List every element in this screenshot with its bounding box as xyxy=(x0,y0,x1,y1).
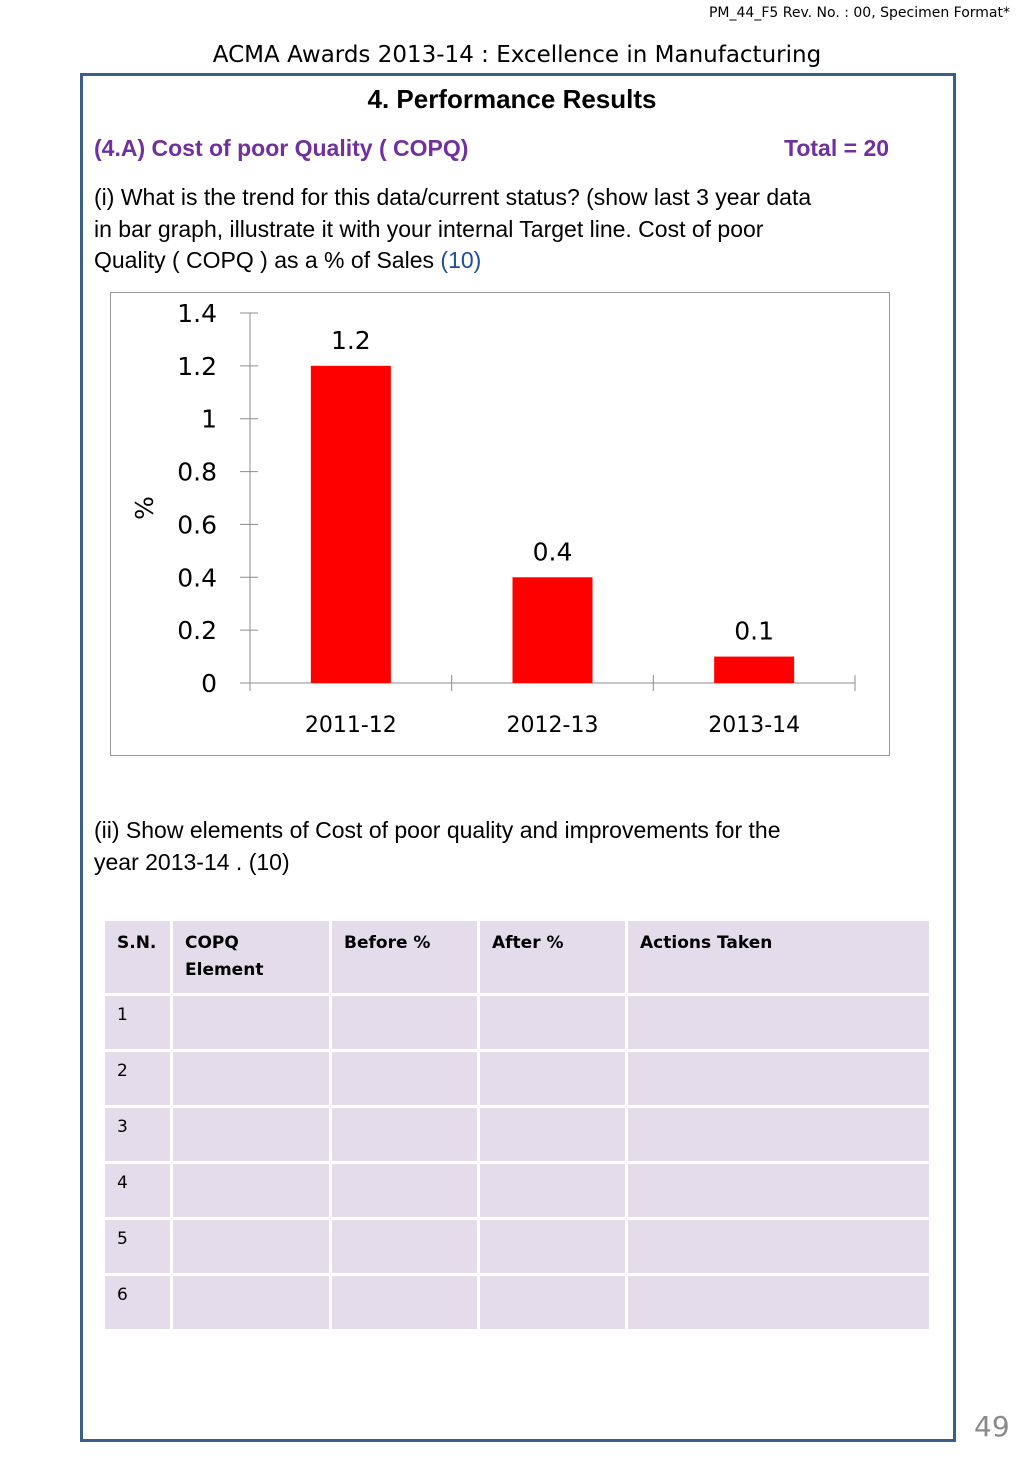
y-tick-label: 0.2 xyxy=(177,616,217,645)
award-title: ACMA Awards 2013-14 : Excellence in Manu… xyxy=(212,42,822,68)
cell-copq-element[interactable] xyxy=(170,1105,332,1164)
table-header-row: S.N. COPQ Element Before % After % Actio… xyxy=(102,918,932,996)
question-2: (ii) Show elements of Cost of poor quali… xyxy=(94,815,781,878)
header-after: After % xyxy=(477,918,628,996)
bar xyxy=(714,656,795,683)
cell-sn: 2 xyxy=(102,1049,173,1108)
table-row: 3 xyxy=(102,1105,932,1164)
page-frame xyxy=(80,73,956,1442)
copq-bar-chart: 0 0.2 0.4 0.6 0.8 1 1.2 1.4% 1.2 2011-12 0.4 2012-1… xyxy=(110,292,890,756)
bar xyxy=(310,365,391,683)
y-tick-label: 0.4 xyxy=(177,563,217,592)
y-tick-label: 1.2 xyxy=(177,352,217,381)
question-1: (i) What is the trend for this data/curr… xyxy=(94,182,811,277)
table-row: 5 xyxy=(102,1217,932,1276)
y-axis-title: % xyxy=(130,496,159,520)
page-number: 49 xyxy=(974,1410,1010,1443)
total-marks: Total = 20 xyxy=(784,135,890,161)
cell-sn: 4 xyxy=(102,1161,173,1220)
header-copq-element: COPQ Element xyxy=(170,918,332,996)
question-2-line-1: (ii) Show elements of Cost of poor quali… xyxy=(94,817,781,843)
header-actions-taken: Actions Taken xyxy=(625,918,932,996)
cell-sn: 6 xyxy=(102,1273,173,1332)
cell-copq-element[interactable] xyxy=(170,1217,332,1276)
chart-svg: 0 0.2 0.4 0.6 0.8 1 1.2 1.4% 1.2 2011-12 0.4 2012-1… xyxy=(130,299,856,738)
data-label: 0.1 xyxy=(734,617,774,646)
header-sn: S.N. xyxy=(102,918,173,996)
cell-before[interactable] xyxy=(329,1161,480,1220)
question-2-line-2: year 2013-14 . (10) xyxy=(94,848,290,875)
cell-actions-taken[interactable] xyxy=(625,993,932,1052)
copq-table: S.N. COPQ Element Before % After % Actio… xyxy=(102,918,932,1332)
cell-sn: 1 xyxy=(102,993,173,1052)
data-label: 0.4 xyxy=(533,537,573,566)
cell-actions-taken[interactable] xyxy=(625,1161,932,1220)
cell-after[interactable] xyxy=(477,1105,628,1164)
cell-before[interactable] xyxy=(329,1217,480,1276)
question-1-line-2: in bar graph, illustrate it with your in… xyxy=(94,215,764,242)
x-category-label: 2013-14 xyxy=(708,713,800,738)
cell-copq-element[interactable] xyxy=(170,1161,332,1220)
question-1-line-3-text: Quality ( COPQ ) as a % of Sales xyxy=(94,247,441,273)
question-1-line-3: Quality ( COPQ ) as a % of Sales (10) xyxy=(94,245,811,277)
data-label: 1.2 xyxy=(331,326,371,355)
cell-copq-element[interactable] xyxy=(170,1049,332,1108)
cell-actions-taken[interactable] xyxy=(625,1049,932,1108)
table-row: 4 xyxy=(102,1161,932,1220)
cell-sn: 5 xyxy=(102,1217,173,1276)
cell-sn: 3 xyxy=(102,1105,173,1164)
table-row: 6 xyxy=(102,1273,932,1332)
x-category-label: 2012-13 xyxy=(507,713,599,738)
y-tick-label: 1.4 xyxy=(177,299,217,328)
cell-before[interactable] xyxy=(329,1273,480,1332)
cell-after[interactable] xyxy=(477,1273,628,1332)
y-tick-label: 0.6 xyxy=(177,510,217,539)
form-code: PM_44_F5 Rev. No. : 00, Specimen Format* xyxy=(708,5,1010,21)
cell-actions-taken[interactable] xyxy=(625,1273,932,1332)
x-category-label: 2011-12 xyxy=(305,713,397,738)
cell-after[interactable] xyxy=(477,993,628,1052)
cell-before[interactable] xyxy=(329,1105,480,1164)
cell-before[interactable] xyxy=(329,1049,480,1108)
section-title: 4. Performance Results xyxy=(367,84,657,114)
y-tick-label: 0 xyxy=(201,669,217,698)
cell-after[interactable] xyxy=(477,1049,628,1108)
cell-after[interactable] xyxy=(477,1161,628,1220)
cell-actions-taken[interactable] xyxy=(625,1217,932,1276)
cell-after[interactable] xyxy=(477,1217,628,1276)
bar xyxy=(512,577,593,683)
question-1-marks: (10) xyxy=(440,247,482,273)
cell-copq-element[interactable] xyxy=(170,1273,332,1332)
cell-copq-element[interactable] xyxy=(170,993,332,1052)
table-row: 1 xyxy=(102,993,932,1052)
cell-actions-taken[interactable] xyxy=(625,1105,932,1164)
table-row: 2 xyxy=(102,1049,932,1108)
cell-before[interactable] xyxy=(329,993,480,1052)
header-before: Before % xyxy=(329,918,480,996)
y-tick-label: 1 xyxy=(201,405,217,434)
question-1-line-1: (i) What is the trend for this data/curr… xyxy=(94,184,812,210)
sub-heading: (4.A) Cost of poor Quality ( COPQ) xyxy=(94,135,469,161)
y-tick-label: 0.8 xyxy=(177,458,217,487)
